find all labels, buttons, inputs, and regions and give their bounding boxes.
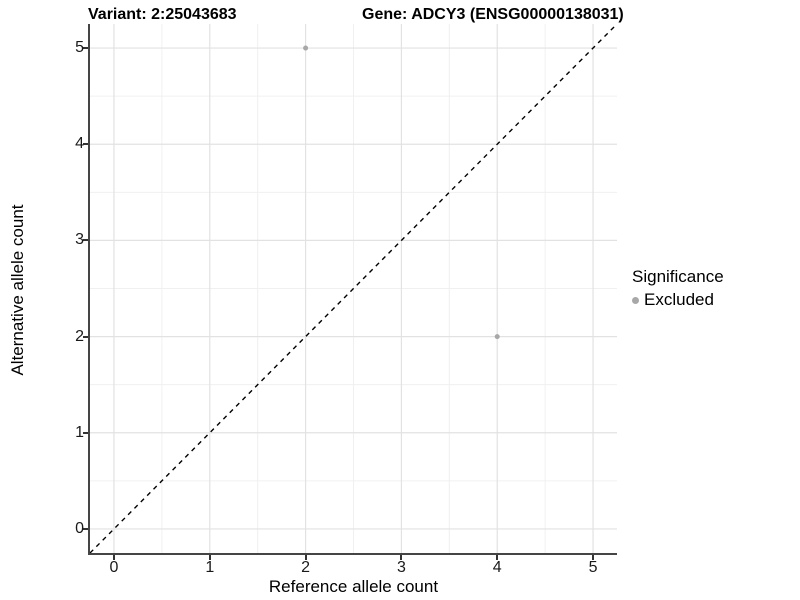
legend: Significance Excluded <box>632 267 724 310</box>
y-axis-tick <box>83 431 88 434</box>
legend-point-swatch-icon <box>632 296 639 304</box>
y-tick-label: 4 <box>75 135 84 153</box>
x-axis-tick <box>592 555 595 560</box>
y-axis-tick <box>83 335 88 338</box>
y-tick-label: 2 <box>75 327 84 345</box>
x-axis-title: Reference allele count <box>268 577 439 596</box>
x-tick-label: 4 <box>492 559 502 576</box>
y-tick-label: 3 <box>75 231 84 249</box>
data-point <box>303 45 309 51</box>
y-axis-title: Alternative allele count <box>8 204 27 376</box>
y-tick-label: 5 <box>75 39 84 57</box>
plot-title-variant: Variant: 2:25043683 <box>88 6 237 23</box>
y-axis-tick <box>83 47 88 50</box>
data-point <box>494 334 500 340</box>
y-tick-label: 0 <box>75 519 84 537</box>
x-axis-tick <box>208 555 211 560</box>
y-axis-tick <box>83 527 88 530</box>
x-axis-tick <box>400 555 403 560</box>
plot-title-gene: Gene: ADCY3 (ENSG00000138031) <box>362 6 624 23</box>
plot-panel <box>88 24 617 555</box>
legend-item-label: Excluded <box>644 290 714 309</box>
legend-item-excluded: Excluded <box>632 290 724 310</box>
x-axis-tick <box>496 555 499 560</box>
x-tick-label: 5 <box>588 559 598 576</box>
x-axis-tick <box>304 555 307 560</box>
x-tick-label: 1 <box>205 559 215 576</box>
legend-title: Significance <box>632 267 724 286</box>
identity-line <box>90 24 617 553</box>
x-axis-tick <box>112 555 115 560</box>
x-tick-label: 3 <box>396 559 406 576</box>
y-axis-tick <box>83 239 88 242</box>
y-axis-tick <box>83 143 88 146</box>
x-tick-label: 2 <box>301 559 311 576</box>
x-tick-label: 0 <box>109 559 119 576</box>
y-tick-label: 1 <box>75 423 84 441</box>
plot-area-svg <box>90 24 617 553</box>
